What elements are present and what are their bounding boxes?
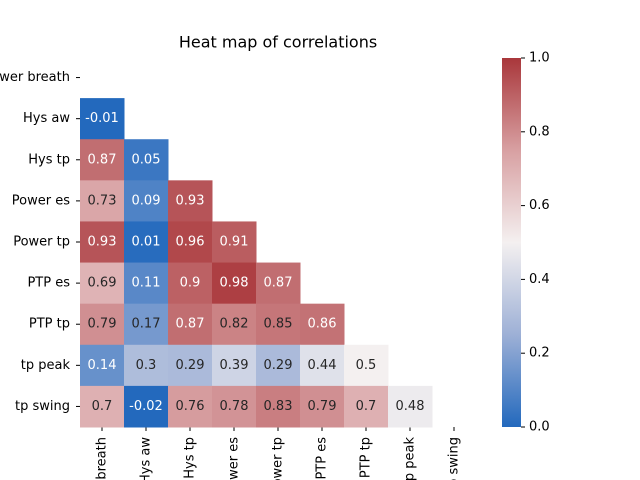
- x-tick-label: Power tp: [271, 437, 286, 480]
- cell-label: 0.01: [132, 235, 161, 250]
- cell-label: 0.44: [308, 358, 337, 373]
- heat-cell: [80, 385, 125, 428]
- heat-cell: [344, 344, 389, 387]
- heat-cell: [168, 180, 213, 222]
- cell-label: 0.79: [308, 399, 337, 414]
- cell-label: 0.09: [132, 193, 161, 208]
- cell-label: 0.9: [180, 276, 201, 291]
- heat-cell: [300, 303, 345, 346]
- heat-cell: [300, 385, 345, 428]
- y-tick-label: Hys tp: [28, 152, 70, 167]
- y-tick-label: tp peak: [21, 358, 71, 373]
- heat-cell: [124, 262, 169, 305]
- cell-label: 0.93: [176, 193, 205, 208]
- chart-title: Heat map of correlations: [179, 33, 377, 52]
- heat-cell: [168, 221, 213, 264]
- cell-label: 0.87: [176, 317, 205, 332]
- heat-cell: [80, 139, 125, 181]
- heat-cell: [124, 221, 169, 264]
- cell-label: -0.02: [129, 399, 163, 414]
- heat-cell: [124, 180, 169, 222]
- y-tick-label: Power tp: [13, 235, 70, 250]
- cell-label: 0.11: [132, 276, 161, 291]
- y-tick-label: Hys aw: [23, 111, 70, 126]
- heat-cell: [80, 98, 125, 140]
- heat-cell: [168, 385, 213, 428]
- cell-label: 0.91: [220, 235, 249, 250]
- cell-label: 0.96: [176, 235, 205, 250]
- x-tick-label: tp peak: [403, 437, 418, 480]
- colorbar-tick-label: 0.2: [529, 346, 550, 361]
- heat-cell: [212, 221, 257, 264]
- cell-label: 0.82: [220, 317, 249, 332]
- colorbar-tick-label: 1.0: [529, 51, 550, 66]
- heat-cell: [212, 262, 257, 305]
- cell-label: 0.87: [264, 276, 293, 291]
- x-tick-label: Hys tp: [183, 437, 198, 479]
- heat-cell: [168, 262, 213, 305]
- cell-label: 0.29: [264, 358, 293, 373]
- heat-cell: [256, 385, 301, 428]
- y-tick-label: tp swing: [15, 399, 70, 414]
- y-tick-label: Power es: [12, 193, 70, 208]
- cell-label: 0.73: [88, 193, 117, 208]
- x-tick-label: PTP es: [315, 437, 330, 480]
- cell-label: 0.78: [220, 399, 249, 414]
- heat-cell: [212, 303, 257, 346]
- x-tick-label: Power es: [227, 437, 242, 480]
- cell-label: 0.17: [132, 317, 161, 332]
- heat-cell: [300, 344, 345, 387]
- cell-label: 0.14: [88, 358, 117, 373]
- x-tick-label: Hys aw: [139, 437, 154, 480]
- heat-cell: [256, 262, 301, 305]
- heat-cell: [168, 303, 213, 346]
- cell-label: 0.69: [88, 276, 117, 291]
- heat-cell: [344, 385, 389, 428]
- cell-label: 0.7: [92, 399, 113, 414]
- y-tick-label: PTP es: [27, 276, 70, 291]
- colorbar-tick-label: 0.4: [529, 272, 550, 287]
- heat-cell: [124, 344, 169, 387]
- cell-label: 0.7: [356, 399, 377, 414]
- y-tick-label: PTP tp: [29, 317, 70, 332]
- cell-label: 0.39: [220, 358, 249, 373]
- colorbar: [502, 58, 521, 427]
- heat-cell: [80, 180, 125, 222]
- cell-label: 0.79: [88, 317, 117, 332]
- cell-label: 0.83: [264, 399, 293, 414]
- colorbar-tick-label: 0.6: [529, 198, 550, 213]
- heat-cell: [168, 344, 213, 387]
- heat-cell: [388, 385, 433, 428]
- heat-cell: [80, 303, 125, 346]
- cell-label: 0.05: [132, 152, 161, 167]
- y-tick-label: Power breath: [0, 70, 70, 85]
- heat-cell: [80, 262, 125, 305]
- colorbar-tick-label: 0.0: [529, 420, 550, 435]
- cell-label: 0.87: [88, 152, 117, 167]
- cell-label: 0.98: [220, 276, 249, 291]
- cell-label: 0.86: [308, 317, 337, 332]
- heat-cell: [124, 303, 169, 346]
- cell-label: 0.48: [396, 399, 425, 414]
- heat-cell: [256, 344, 301, 387]
- heat-cell: [80, 344, 125, 387]
- heat-cell: [124, 385, 169, 428]
- heat-cell: [212, 385, 257, 428]
- colorbar-tick-label: 0.8: [529, 124, 550, 139]
- x-tick-label: Power breath: [95, 437, 110, 480]
- heat-cell: [256, 303, 301, 346]
- cell-label: 0.76: [176, 399, 205, 414]
- cell-label: 0.29: [176, 358, 205, 373]
- cell-label: 0.3: [136, 358, 157, 373]
- x-tick-label: PTP tp: [359, 437, 374, 478]
- heat-cell: [212, 344, 257, 387]
- cell-label: -0.01: [85, 111, 119, 126]
- cell-label: 0.93: [88, 235, 117, 250]
- cell-label: 0.5: [356, 358, 377, 373]
- heat-cell: [80, 221, 125, 264]
- x-tick-label: tp swing: [447, 437, 462, 480]
- cell-label: 0.85: [264, 317, 293, 332]
- heat-cell: [124, 139, 169, 181]
